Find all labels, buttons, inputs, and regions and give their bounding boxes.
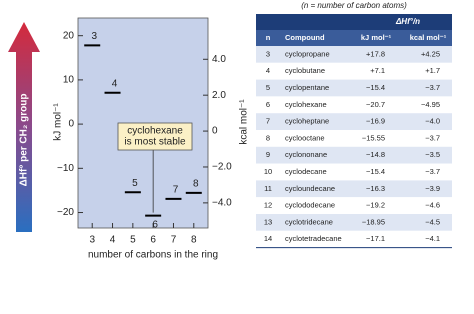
table-cell: −17.1 bbox=[366, 234, 385, 243]
table-cell: 4 bbox=[266, 66, 270, 75]
table-cell: cyclodecane bbox=[285, 167, 327, 176]
table-cell: 14 bbox=[264, 234, 272, 243]
table-cell: cycloheptane bbox=[285, 117, 329, 126]
group-header: ΔHf°/n bbox=[395, 17, 420, 26]
table-cell: cyclononane bbox=[285, 150, 327, 159]
table-cell: cycloundecane bbox=[285, 184, 335, 193]
y2-tick-label: 4.0 bbox=[212, 54, 226, 65]
table-cell: −3.9 bbox=[425, 184, 440, 193]
arrow-label: ΔHf° per CH₂ group bbox=[19, 94, 30, 187]
table-cell: cyclobutane bbox=[285, 66, 325, 75]
table-cell: −3.5 bbox=[425, 150, 440, 159]
table-cell: −16.9 bbox=[366, 117, 385, 126]
row-bg bbox=[256, 197, 452, 214]
row-bg bbox=[256, 46, 452, 63]
table-cell: +7.1 bbox=[370, 66, 385, 75]
row-bg bbox=[256, 230, 452, 248]
x-tick-label: 5 bbox=[130, 235, 136, 246]
y2-tick-label: 2.0 bbox=[212, 90, 226, 101]
annotation-text: is most stable bbox=[124, 137, 186, 148]
table-cell: 9 bbox=[266, 150, 270, 159]
column-header: kJ mol⁻¹ bbox=[361, 33, 392, 42]
table-cell: cyclopropane bbox=[285, 49, 330, 58]
table-cell: −15.4 bbox=[366, 167, 385, 176]
annotation-text: cyclohexane bbox=[127, 126, 183, 137]
x-axis-label: number of carbons in the ring bbox=[88, 250, 218, 261]
y2-tick-label: −4.0 bbox=[212, 198, 232, 209]
table-cell: cyclopentane bbox=[285, 83, 329, 92]
table-cell: 11 bbox=[264, 184, 272, 193]
table-cell: −14.8 bbox=[366, 150, 385, 159]
table-cell: cyclooctane bbox=[285, 133, 325, 142]
row-bg bbox=[256, 113, 452, 130]
y2-tick-label: 0 bbox=[212, 126, 218, 137]
row-bg bbox=[256, 79, 452, 97]
table-cell: cyclohexane bbox=[285, 100, 327, 109]
table-cell: 3 bbox=[266, 49, 270, 58]
table-cell: −19.2 bbox=[366, 201, 385, 210]
point-label: 4 bbox=[112, 78, 118, 89]
table-cell: −3.7 bbox=[425, 133, 440, 142]
table-cell: 7 bbox=[266, 117, 270, 126]
annotation-box bbox=[117, 122, 193, 151]
row-bg bbox=[256, 180, 452, 198]
table-cell: −16.3 bbox=[366, 184, 385, 193]
table-cell: cyclododecane bbox=[285, 201, 335, 210]
point-label: 6 bbox=[152, 219, 158, 230]
table-cell: −4.5 bbox=[425, 217, 440, 226]
row-bg bbox=[256, 62, 452, 80]
y-tick-label: 0 bbox=[68, 119, 74, 130]
table-cell: −3.7 bbox=[425, 167, 440, 176]
table-cell: −4.6 bbox=[425, 201, 440, 210]
table-cell: −4.0 bbox=[425, 117, 440, 126]
table-cell: +1.7 bbox=[425, 66, 440, 75]
header-bg bbox=[256, 30, 452, 46]
y-axis-label: kJ mol⁻¹ bbox=[53, 103, 64, 141]
point-label: 3 bbox=[91, 31, 97, 42]
y2-axis-label: kcal mol⁻¹ bbox=[239, 99, 250, 145]
column-header: Compound bbox=[285, 33, 325, 42]
table-cell: 13 bbox=[264, 217, 272, 226]
table-cell: cyclotridecane bbox=[285, 217, 333, 226]
table-cell: −20.7 bbox=[366, 100, 385, 109]
point-label: 7 bbox=[173, 184, 179, 195]
point-label: 8 bbox=[193, 178, 199, 189]
point-label: 5 bbox=[132, 178, 138, 189]
table-cell: 12 bbox=[264, 201, 272, 210]
table-cell: 6 bbox=[266, 100, 270, 109]
x-tick-label: 7 bbox=[171, 235, 177, 246]
y2-tick-label: −2.0 bbox=[212, 162, 232, 173]
table-cell: −4.95 bbox=[421, 100, 440, 109]
table-caption: (n = number of carbon atoms) bbox=[301, 1, 407, 10]
arrow bbox=[8, 22, 40, 232]
y-tick-label: −10 bbox=[57, 163, 74, 174]
y-tick-label: 20 bbox=[63, 30, 75, 41]
column-header: n bbox=[266, 33, 271, 42]
x-tick-label: 3 bbox=[89, 235, 95, 246]
table-cell: −15.4 bbox=[366, 83, 385, 92]
table-cell: −3.7 bbox=[425, 83, 440, 92]
x-tick-label: 8 bbox=[191, 235, 197, 246]
table-cell: 8 bbox=[266, 133, 270, 142]
y-tick-label: −20 bbox=[57, 207, 74, 218]
table-cell: 5 bbox=[266, 83, 270, 92]
table-cell: cyclotetradecane bbox=[285, 234, 342, 243]
column-header: kcal mol⁻¹ bbox=[410, 33, 447, 42]
x-tick-label: 4 bbox=[110, 235, 116, 246]
row-bg bbox=[256, 163, 452, 181]
row-bg bbox=[256, 96, 452, 114]
table-cell: −18.95 bbox=[362, 217, 385, 226]
table-cell: +4.25 bbox=[421, 49, 440, 58]
table-cell: +17.8 bbox=[366, 49, 385, 58]
row-bg bbox=[256, 130, 452, 147]
table-cell: −4.1 bbox=[425, 234, 440, 243]
table-cell: −15.55 bbox=[362, 133, 385, 142]
group-header-bg bbox=[256, 14, 452, 30]
y-tick-label: 10 bbox=[63, 75, 75, 86]
row-bg bbox=[256, 146, 452, 164]
x-tick-label: 6 bbox=[150, 235, 156, 246]
table-cell: 10 bbox=[264, 167, 272, 176]
row-bg bbox=[256, 214, 452, 231]
